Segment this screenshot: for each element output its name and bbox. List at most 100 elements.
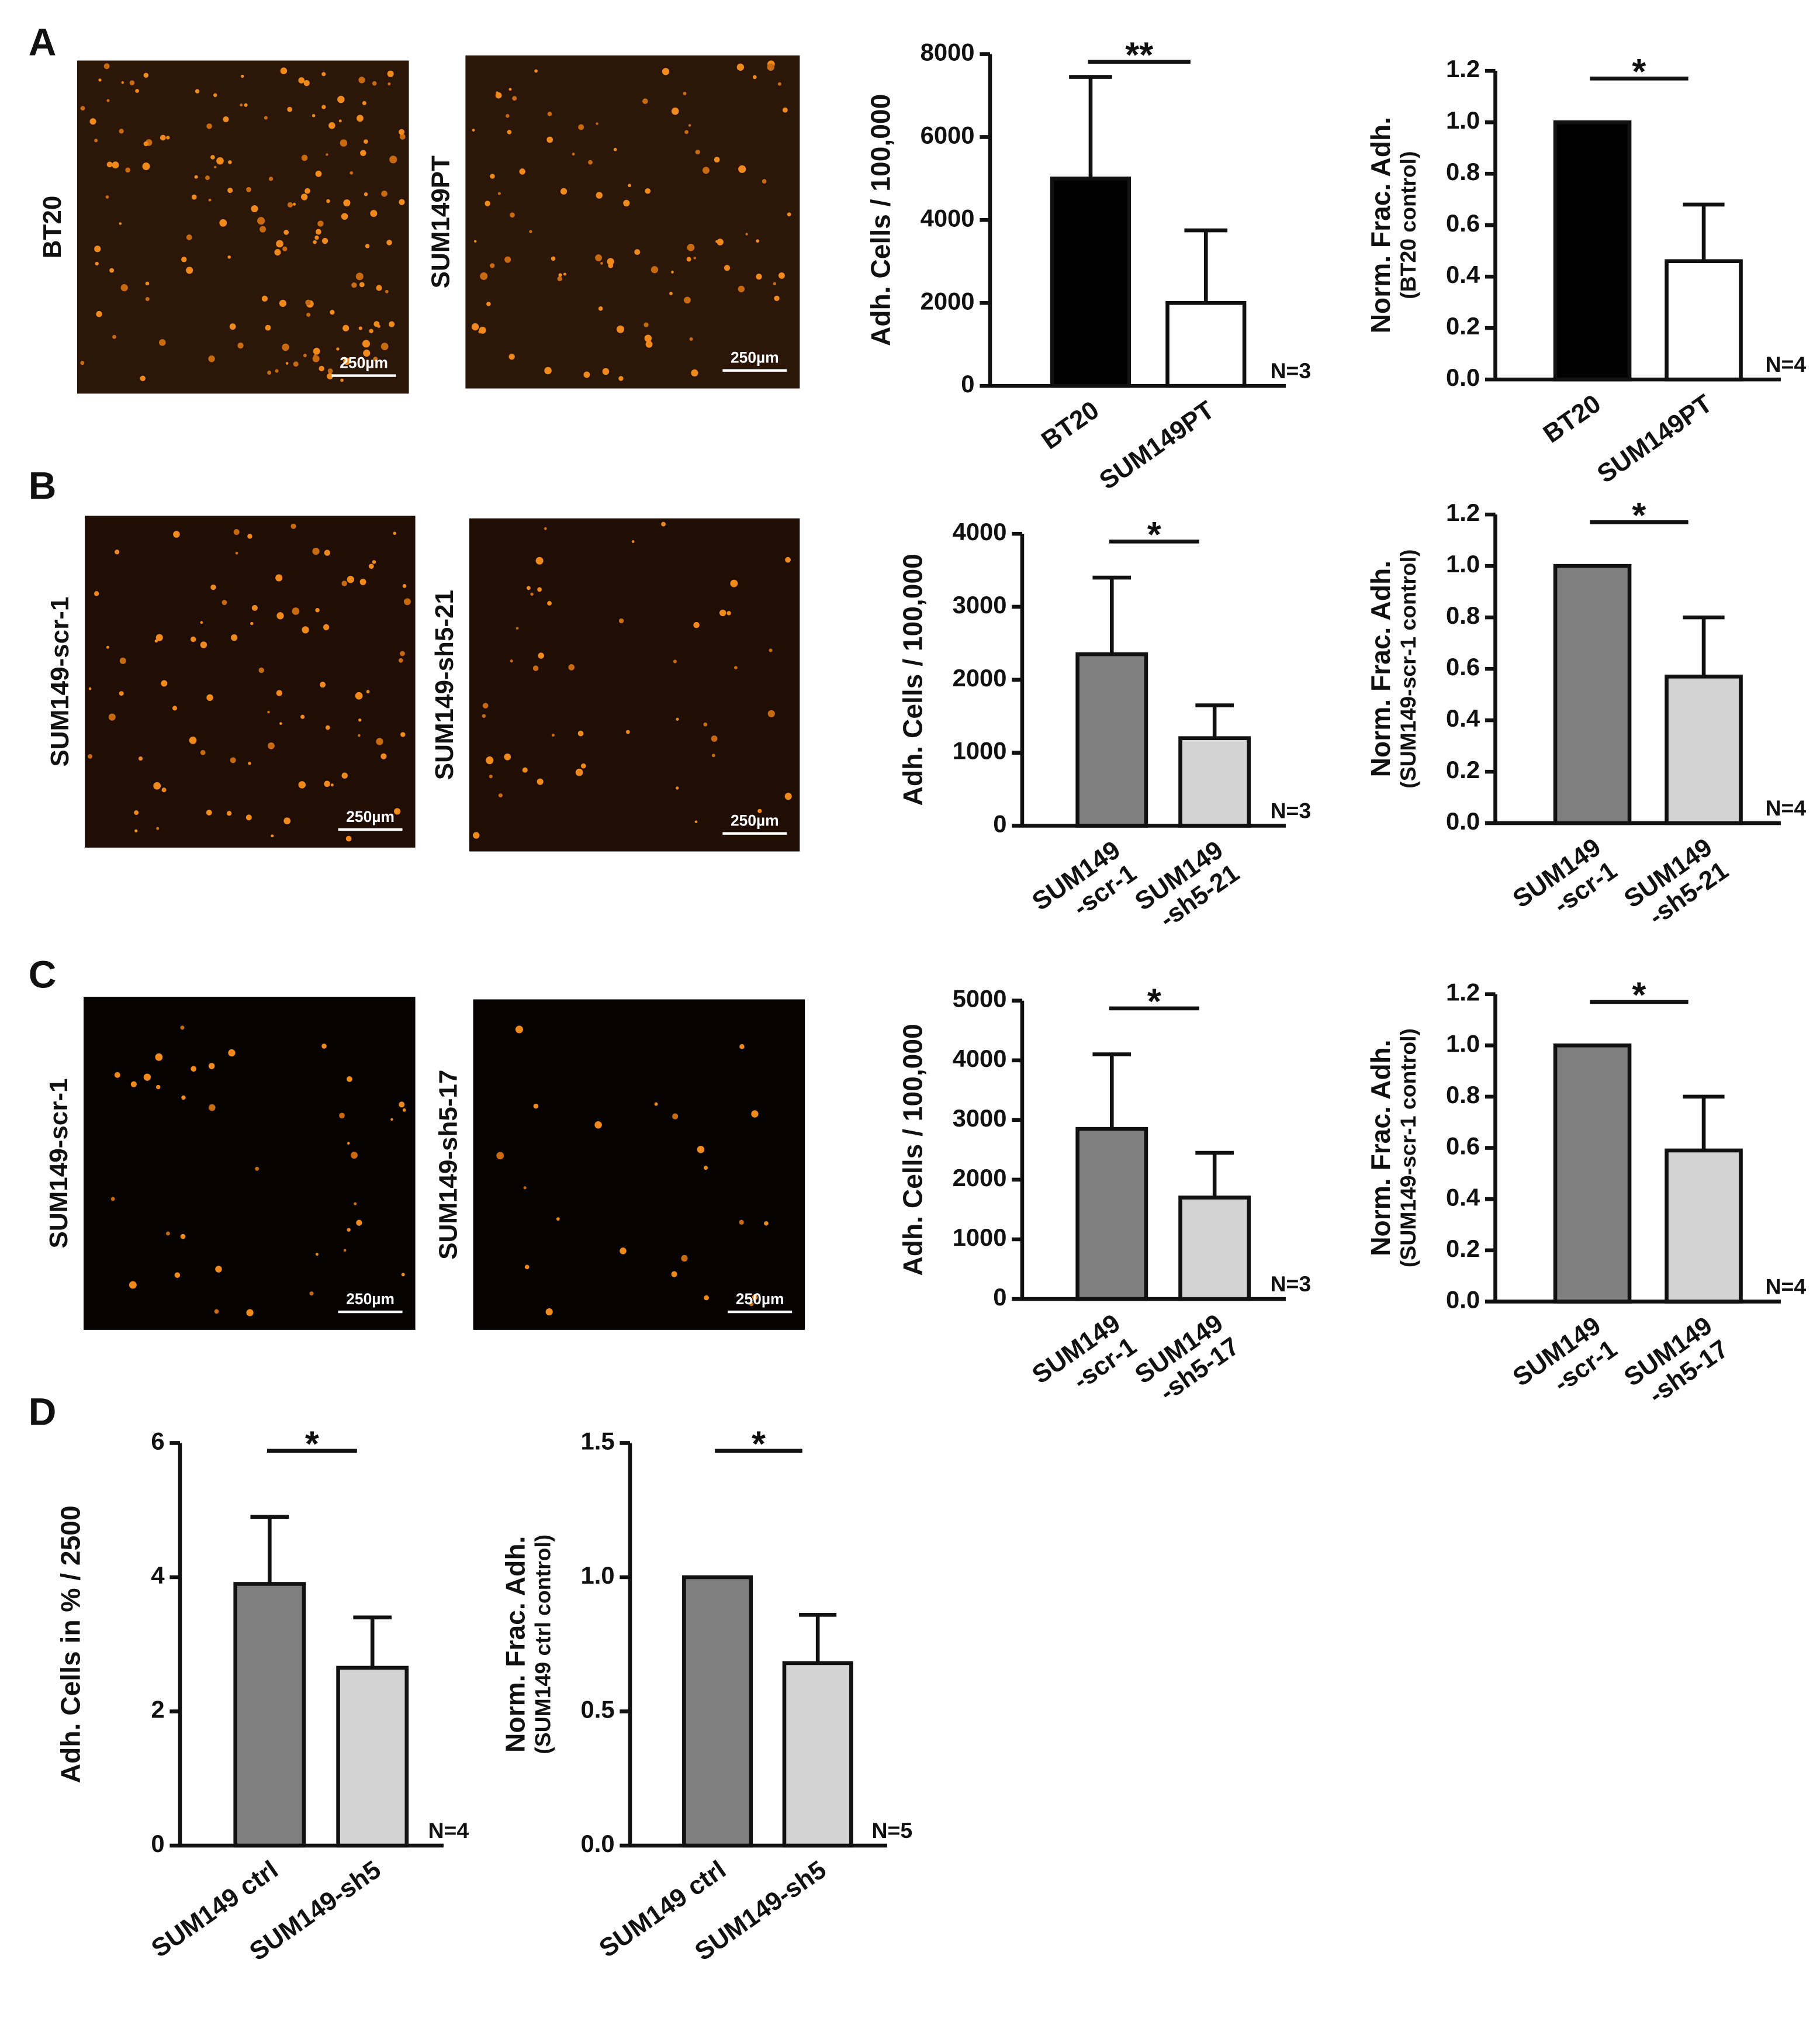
- cell-dot: [490, 174, 495, 179]
- cell-dot: [785, 557, 791, 563]
- cell-dot: [251, 205, 258, 213]
- cell-dot: [717, 239, 724, 246]
- panel-label: A: [29, 20, 57, 64]
- y-tick-label: 0.4: [1446, 1183, 1480, 1211]
- cell-dot: [403, 598, 411, 606]
- cell-dot: [757, 808, 762, 813]
- cell-dot: [370, 210, 378, 217]
- cell-dot: [373, 321, 380, 327]
- cell-dot: [222, 600, 227, 606]
- cell-dot: [767, 63, 774, 71]
- cell-dot: [508, 354, 515, 360]
- cell-dot: [551, 256, 556, 261]
- cell-dot: [524, 1264, 530, 1270]
- cell-dot: [645, 340, 653, 348]
- bar: [682, 1575, 753, 1848]
- cell-dot: [756, 239, 760, 243]
- cell-dot: [195, 89, 200, 94]
- cell-dot: [402, 584, 407, 588]
- significance-label: *: [1147, 982, 1161, 1022]
- cell-dot: [134, 810, 139, 816]
- cell-dot: [489, 775, 493, 779]
- cell-dot: [686, 257, 691, 262]
- image-label: BT20: [38, 196, 67, 259]
- significance-label: *: [1632, 51, 1646, 92]
- cell-dot: [399, 133, 406, 140]
- cell-dot: [279, 722, 282, 725]
- cell-dot: [527, 586, 531, 590]
- cell-dot: [106, 99, 110, 102]
- cell-dot: [398, 658, 403, 663]
- cell-dot: [354, 1202, 357, 1205]
- bar: [782, 1661, 853, 1848]
- cell-dot: [327, 373, 333, 379]
- cell-dot: [704, 1295, 710, 1301]
- cell-dot: [490, 263, 495, 268]
- cell-dot: [719, 609, 726, 617]
- cell-dot: [161, 680, 168, 687]
- n-annotation: N=4: [428, 1818, 469, 1843]
- y-tick-label: 0.8: [1446, 158, 1480, 185]
- y-axis-label: Norm. Frac. Adh.: [1365, 117, 1396, 333]
- y-tick-label: 4000: [953, 1045, 1007, 1072]
- bar: [1178, 736, 1251, 828]
- cell-dot: [362, 101, 366, 105]
- cell-dot: [736, 63, 745, 71]
- cell-dot: [485, 201, 490, 206]
- cell-dot: [94, 139, 98, 143]
- cell-dot: [394, 808, 401, 815]
- y-tick-label: 4: [151, 1561, 165, 1589]
- cell-dot: [688, 124, 691, 127]
- cell-dot: [216, 157, 224, 165]
- y-tick-label: 0.0: [580, 1830, 614, 1857]
- cell-dot: [515, 1025, 523, 1034]
- cell-dot: [547, 112, 552, 116]
- cell-dot: [613, 147, 617, 151]
- cell-dot: [181, 1095, 186, 1100]
- y-tick-label: 0.2: [1446, 312, 1480, 340]
- cell-dot: [324, 780, 330, 787]
- cell-dot: [110, 1197, 115, 1201]
- cell-dot: [208, 198, 212, 202]
- cell-dot: [362, 340, 371, 348]
- cell-dot: [358, 734, 361, 737]
- cell-dot: [125, 167, 130, 173]
- y-tick-label: 0.6: [1446, 209, 1480, 237]
- cell-dot: [161, 787, 167, 793]
- cell-dot: [347, 576, 355, 583]
- cell-dot: [537, 587, 542, 592]
- cell-dot: [173, 531, 180, 538]
- y-tick-label: 3000: [953, 591, 1007, 618]
- cell-dot: [305, 299, 311, 306]
- cell-dot: [223, 116, 229, 123]
- cell-dot: [695, 150, 700, 155]
- cell-dot: [251, 604, 258, 611]
- bar: [1553, 1043, 1632, 1304]
- n-annotation: N=4: [1766, 796, 1807, 820]
- cell-dot: [368, 564, 374, 569]
- cell-dot: [330, 783, 334, 787]
- cell-dot: [119, 657, 126, 664]
- image-label: SUM149-scr-1: [44, 1079, 73, 1249]
- cell-dot: [240, 103, 243, 107]
- cell-dot: [774, 295, 780, 301]
- cell-dot: [134, 829, 138, 832]
- cell-dot: [399, 199, 405, 205]
- cell-dot: [644, 334, 652, 343]
- cell-dot: [522, 767, 528, 773]
- image-label: SUM149-sh5-17: [434, 1070, 463, 1260]
- error-bar: [1683, 615, 1725, 677]
- cell-dot: [730, 579, 738, 588]
- cell-dot: [210, 155, 215, 160]
- bar: [1665, 1148, 1743, 1304]
- cell-dot: [687, 243, 695, 251]
- cell-dot: [661, 521, 666, 527]
- cell-dot: [399, 129, 405, 135]
- x-tick-label: SUM149-sh5-17: [1130, 1309, 1244, 1413]
- cell-dot: [156, 827, 160, 830]
- cell-dot: [112, 161, 119, 169]
- cell-dot: [283, 229, 289, 235]
- cell-dot: [159, 339, 166, 346]
- cell-dot: [328, 122, 335, 129]
- cell-dot: [726, 611, 731, 616]
